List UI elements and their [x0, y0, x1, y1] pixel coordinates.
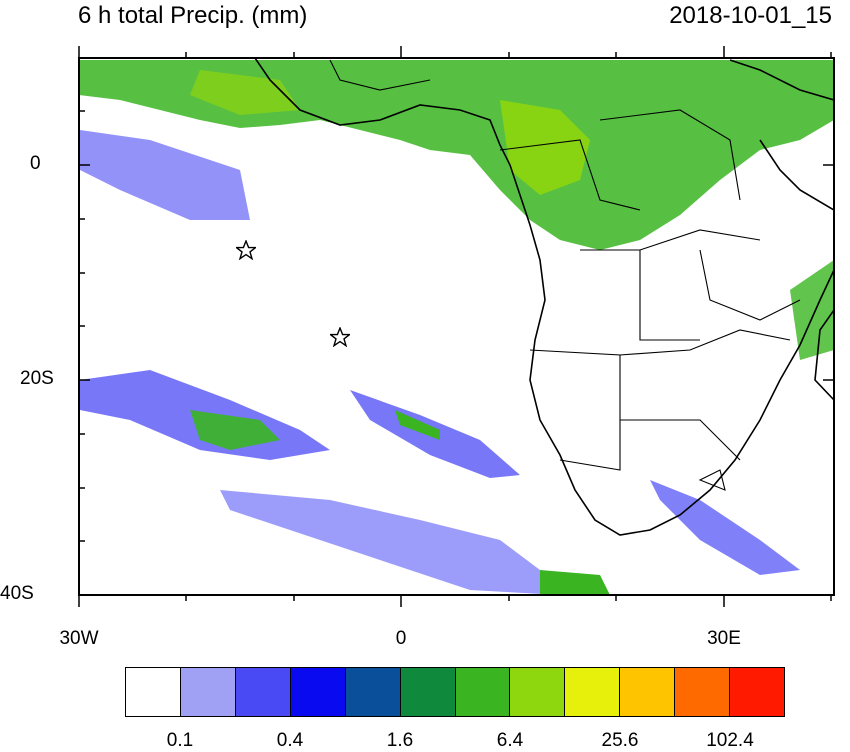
precip-field	[79, 60, 834, 595]
east-coast-rain	[650, 480, 800, 575]
colorbar-box-4	[345, 668, 401, 716]
colorbar-box-2	[235, 668, 291, 716]
colorbar-box-8	[565, 668, 621, 716]
colorbar-box-6	[455, 668, 511, 716]
colorbar-label-0-4: 0.4	[276, 730, 304, 751]
x-tick-label-30w: 30W	[59, 628, 99, 649]
colorbar-box-9	[620, 668, 676, 716]
front-core-2	[395, 410, 440, 440]
east-africa-rain	[790, 260, 834, 360]
x-tick-label-0: 0	[395, 628, 407, 649]
y-tick-label-40s: 40S	[0, 583, 34, 604]
colorbar-label-0-1: 0.1	[166, 730, 194, 751]
country-borders	[329, 59, 801, 491]
madagascar	[814, 308, 834, 402]
rain-core-north-2	[190, 70, 300, 115]
y-tick-label-0: 0	[30, 153, 41, 174]
star-marker-2	[330, 327, 350, 347]
colorbar	[125, 667, 785, 717]
colorbar-box-7	[510, 668, 566, 716]
front-band-3	[220, 490, 560, 595]
colorbar-label-102-4: 102.4	[706, 730, 754, 751]
colorbar-box-3	[290, 668, 346, 716]
coastlines	[254, 58, 834, 536]
x-tick-label-30e: 30E	[707, 628, 741, 649]
colorbar-box-5	[400, 668, 456, 716]
colorbar-label-6-4: 6.4	[496, 730, 524, 751]
rain-core-north	[500, 100, 590, 195]
light-rain-west	[80, 130, 250, 220]
colorbar-label-25-6: 25.6	[601, 730, 639, 751]
y-tick-label-20s: 20S	[20, 368, 54, 389]
colorbar-box-11	[730, 668, 785, 716]
colorbar-box-0	[126, 668, 181, 716]
valid-time-label: 2018-10-01_15	[669, 2, 832, 29]
star-marker-1	[236, 240, 256, 260]
colorbar-box-10	[675, 668, 731, 716]
axis-ticks	[78, 46, 834, 607]
front-core-3	[540, 570, 610, 595]
map-title: 6 h total Precip. (mm)	[78, 2, 308, 29]
front-core-1	[190, 410, 280, 450]
colorbar-label-1-6: 1.6	[386, 730, 414, 751]
colorbar-box-1	[180, 668, 236, 716]
